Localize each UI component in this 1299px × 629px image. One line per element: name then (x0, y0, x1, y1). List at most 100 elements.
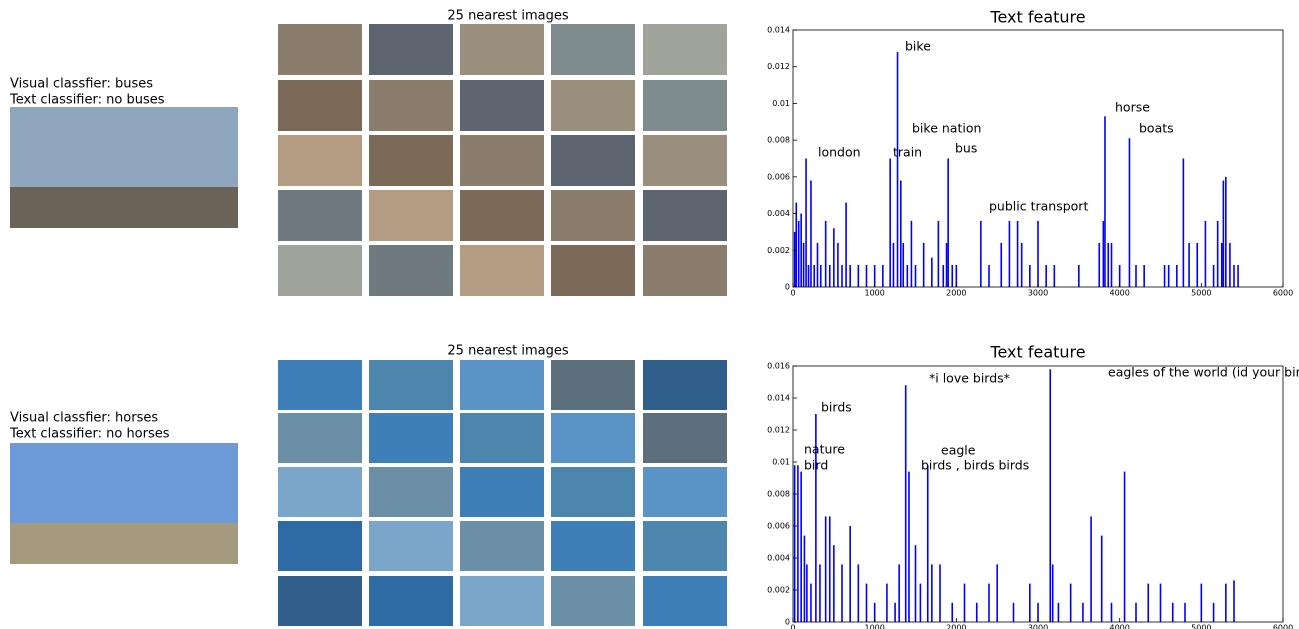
y-tick-label: 0.002 (767, 586, 790, 595)
thumbnail (278, 360, 362, 410)
annotation: eagles of the world (id your birds) (1108, 365, 1299, 380)
thumbnail (643, 576, 727, 626)
thumbnail (278, 576, 362, 626)
thumbnail (643, 135, 727, 186)
text-label: Text classifier: no buses (9, 93, 165, 108)
y-tick-label: 0.008 (767, 136, 790, 145)
thumbnail (369, 135, 453, 186)
thumbnail (551, 413, 635, 463)
thumbnail (643, 521, 727, 571)
thumbnail (460, 245, 544, 296)
y-tick-label: 0.002 (767, 246, 790, 255)
thumbnail (551, 245, 635, 296)
thumbnail (278, 467, 362, 517)
y-tick-label: 0 (785, 618, 790, 627)
y-tick-label: 0.014 (767, 394, 790, 403)
thumbnail (369, 467, 453, 517)
thumbnail (278, 24, 362, 75)
grid-title: 25 nearest images (447, 9, 568, 24)
y-tick-label: 0 (785, 283, 790, 292)
thumbnail (551, 80, 635, 131)
thumbnail (369, 80, 453, 131)
chart-title: Text feature (989, 343, 1085, 362)
annotation: bus (955, 141, 977, 156)
x-tick-label: 5000 (1191, 289, 1211, 298)
thumbnail (643, 413, 727, 463)
thumbnail (369, 413, 453, 463)
thumbnail (369, 24, 453, 75)
y-tick-label: 0.004 (767, 554, 790, 563)
visual-label: Visual classfier: buses (10, 77, 153, 92)
thumbnail (369, 245, 453, 296)
x-tick-label: 0 (790, 289, 795, 298)
text-label: Text classifier: no horses (9, 427, 170, 442)
thumbnail (278, 521, 362, 571)
thumbnail (551, 467, 635, 517)
x-tick-label: 1000 (864, 289, 884, 298)
thumbnail (460, 467, 544, 517)
y-tick-label: 0.012 (767, 426, 790, 435)
thumbnail (369, 190, 453, 241)
thumbnail (460, 24, 544, 75)
thumbnail (460, 413, 544, 463)
thumbnail (643, 24, 727, 75)
thumbnail (369, 521, 453, 571)
y-tick-label: 0.014 (767, 26, 790, 35)
x-tick-label: 3000 (1028, 289, 1048, 298)
figure: Visual classfier: busesText classifier: … (0, 0, 1299, 629)
visual-label: Visual classfier: horses (10, 411, 158, 426)
thumbnail (278, 190, 362, 241)
annotation: boats (1139, 121, 1174, 136)
thumbnail (460, 135, 544, 186)
y-tick-label: 0.008 (767, 490, 790, 499)
annotation: *i love birds* (929, 371, 1010, 386)
x-tick-label: 4000 (1109, 624, 1129, 629)
thumbnail (278, 80, 362, 131)
x-tick-label: 3000 (1028, 624, 1048, 629)
x-tick-label: 6000 (1273, 624, 1293, 629)
thumbnail (369, 360, 453, 410)
annotation: eagle (941, 443, 976, 458)
annotation: london (818, 145, 861, 160)
x-tick-label: 1000 (864, 624, 884, 629)
thumbnail (460, 80, 544, 131)
thumbnail (460, 576, 544, 626)
thumbnail (278, 245, 362, 296)
annotation: public transport (989, 199, 1088, 214)
y-tick-label: 0.004 (767, 209, 790, 218)
thumbnail (643, 80, 727, 131)
thumbnail (551, 521, 635, 571)
annotation: horse (1115, 100, 1150, 115)
chart-title: Text feature (989, 8, 1085, 27)
thumbnail (460, 521, 544, 571)
y-tick-label: 0.01 (772, 99, 790, 108)
page: {"panels": [ {"visual_label": "Visual cl… (0, 0, 1299, 629)
annotation: birds (821, 400, 852, 415)
y-tick-label: 0.006 (767, 522, 790, 531)
y-tick-label: 0.01 (772, 458, 790, 467)
grid-title: 25 nearest images (447, 344, 568, 359)
thumbnail (369, 576, 453, 626)
thumbnail (643, 467, 727, 517)
thumbnail (278, 135, 362, 186)
x-tick-label: 2000 (946, 289, 966, 298)
annotation: birds , birds birds (921, 458, 1029, 473)
thumbnail (551, 190, 635, 241)
y-tick-label: 0.016 (767, 362, 790, 371)
annotation: train (893, 145, 922, 160)
x-tick-label: 5000 (1191, 624, 1211, 629)
photo-ground (10, 187, 238, 228)
thumbnail (643, 360, 727, 410)
x-tick-label: 6000 (1273, 289, 1293, 298)
thumbnail (551, 360, 635, 410)
thumbnail (643, 190, 727, 241)
annotation: bike nation (912, 121, 981, 136)
x-tick-label: 4000 (1109, 289, 1129, 298)
y-tick-label: 0.006 (767, 172, 790, 181)
thumbnail (460, 190, 544, 241)
thumbnail (551, 135, 635, 186)
x-tick-label: 0 (790, 624, 795, 629)
thumbnail (643, 245, 727, 296)
thumbnail (551, 24, 635, 75)
photo-ground (10, 523, 238, 564)
